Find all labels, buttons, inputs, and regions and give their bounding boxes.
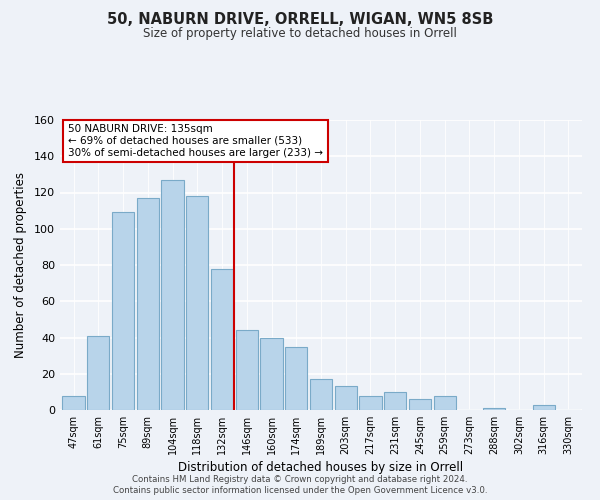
Bar xyxy=(161,180,184,410)
Text: 50 NABURN DRIVE: 135sqm
← 69% of detached houses are smaller (533)
30% of semi-d: 50 NABURN DRIVE: 135sqm ← 69% of detache… xyxy=(68,124,323,158)
Text: Contains public sector information licensed under the Open Government Licence v3: Contains public sector information licen… xyxy=(113,486,487,495)
Bar xyxy=(310,379,332,410)
Text: Contains HM Land Registry data © Crown copyright and database right 2024.: Contains HM Land Registry data © Crown c… xyxy=(132,475,468,484)
Bar xyxy=(186,196,208,410)
Y-axis label: Number of detached properties: Number of detached properties xyxy=(14,172,27,358)
Text: 50, NABURN DRIVE, ORRELL, WIGAN, WN5 8SB: 50, NABURN DRIVE, ORRELL, WIGAN, WN5 8SB xyxy=(107,12,493,28)
Bar xyxy=(533,404,555,410)
Bar xyxy=(62,396,85,410)
Bar xyxy=(137,198,159,410)
Bar xyxy=(384,392,406,410)
Bar xyxy=(87,336,109,410)
Bar xyxy=(260,338,283,410)
Bar xyxy=(236,330,258,410)
Bar xyxy=(335,386,357,410)
X-axis label: Distribution of detached houses by size in Orrell: Distribution of detached houses by size … xyxy=(178,461,464,474)
Bar xyxy=(434,396,456,410)
Bar xyxy=(483,408,505,410)
Bar xyxy=(359,396,382,410)
Bar xyxy=(211,268,233,410)
Text: Size of property relative to detached houses in Orrell: Size of property relative to detached ho… xyxy=(143,28,457,40)
Bar xyxy=(112,212,134,410)
Bar xyxy=(285,346,307,410)
Bar xyxy=(409,399,431,410)
